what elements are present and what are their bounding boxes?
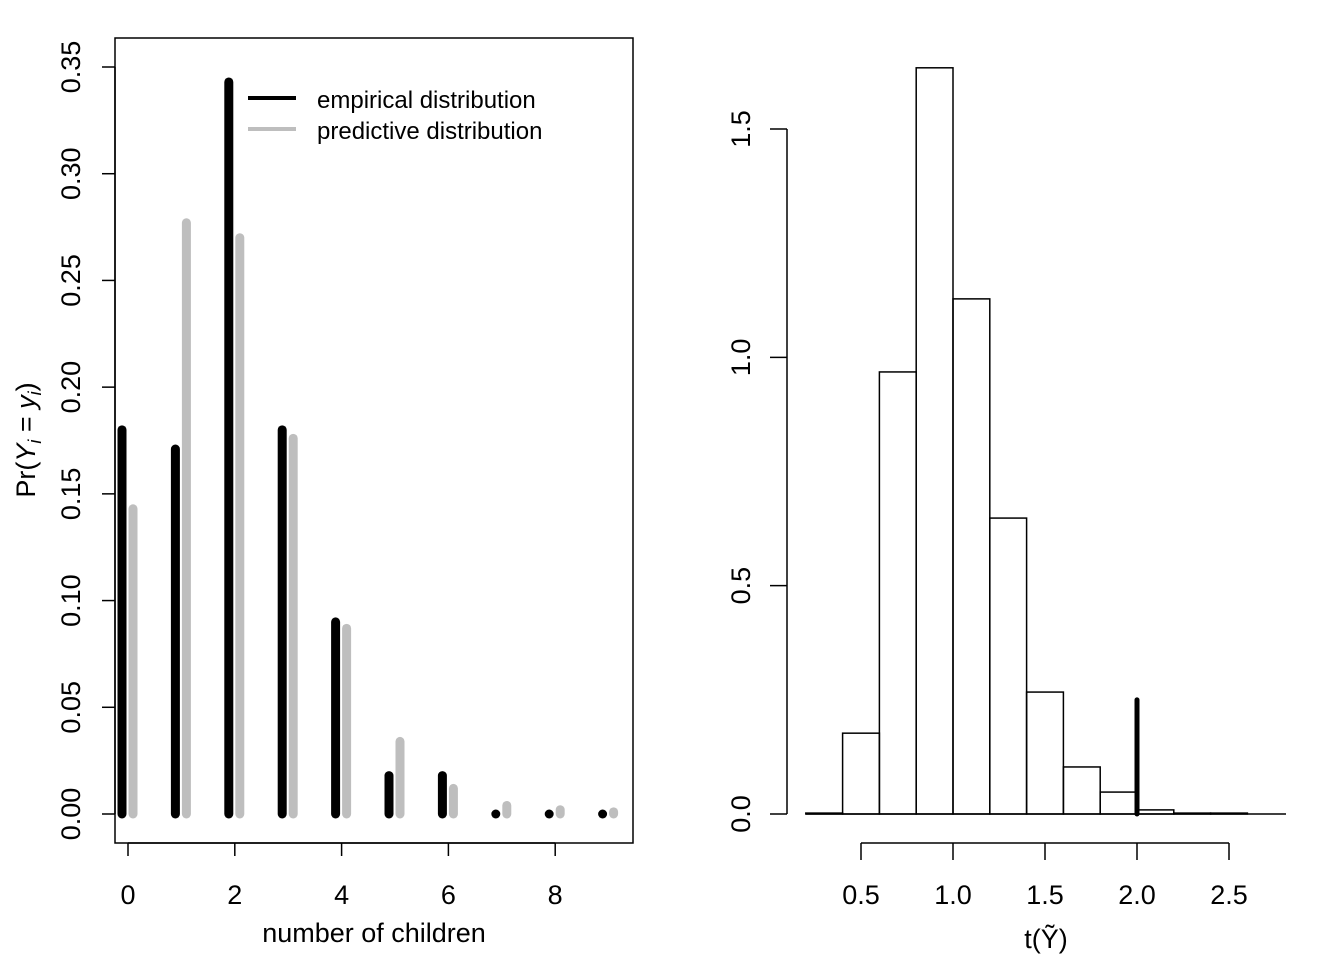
y-tick-label: 0.25 — [56, 254, 86, 307]
y-tick-label: 0.5 — [726, 567, 756, 605]
histogram-bar — [1099, 791, 1138, 815]
x-tick-label: 2 — [227, 880, 242, 910]
x-tick-label: 1.0 — [934, 880, 972, 910]
x-tick-label: 1.5 — [1026, 880, 1064, 910]
histogram-bar — [989, 517, 1028, 815]
y-tick-label: 0.30 — [56, 147, 86, 200]
plot-frame — [114, 37, 634, 844]
x-tick-label: 2.5 — [1210, 880, 1248, 910]
x-tick-label: 4 — [334, 880, 349, 910]
bars — [117, 77, 619, 819]
left-panel: 0 2 4 6 8 0.00 0.05 0.10 0.15 0.20 0.25 0.30 0.35 em… — [11, 37, 634, 948]
legend-label-empirical: empirical distribution — [317, 87, 536, 114]
y-tick-label: 0.00 — [56, 788, 86, 841]
histogram-bar — [915, 67, 954, 815]
histogram-bar — [841, 732, 881, 815]
y-tick-label: 1.5 — [726, 110, 756, 148]
x-tick-label: 0 — [120, 880, 135, 910]
axes: 0.5 1.0 1.5 2.0 2.5 0.0 0.5 1.0 1.5 — [726, 110, 1248, 910]
x-tick-label: 8 — [548, 880, 563, 910]
legend: empirical distribution predictive distri… — [248, 87, 542, 145]
axes: 0 2 4 6 8 0.00 0.05 0.10 0.15 0.20 0.25 0.30 0.35 — [56, 41, 563, 910]
y-tick-label: 0.05 — [56, 681, 86, 734]
y-tick-label: 0.10 — [56, 574, 86, 627]
histogram-bar — [878, 371, 917, 815]
histogram-bar — [952, 298, 991, 815]
right-panel: 0.5 1.0 1.5 2.0 2.5 0.0 0.5 1.0 1.5 t(Ỹ) — [726, 67, 1286, 954]
y-tick-label: 0.20 — [56, 361, 86, 414]
y-tick-label: 0.35 — [56, 41, 86, 94]
y-tick-label: 0.15 — [56, 468, 86, 521]
x-tick-label: 2.0 — [1118, 880, 1156, 910]
x-tick-label: 6 — [441, 880, 456, 910]
y-tick-label: 0.0 — [726, 795, 756, 833]
y-tick-label: 1.0 — [726, 339, 756, 377]
x-axis-label: number of children — [262, 918, 486, 948]
y-axis-label: Pr(Yi = yi) — [11, 382, 45, 497]
histogram-bars — [805, 67, 1286, 817]
x-axis-label: t(Ỹ) — [1024, 923, 1068, 954]
histogram-bar — [1025, 691, 1065, 815]
histogram-bar — [1062, 766, 1101, 815]
legend-label-predictive: predictive distribution — [317, 118, 542, 145]
x-tick-label: 0.5 — [842, 880, 880, 910]
